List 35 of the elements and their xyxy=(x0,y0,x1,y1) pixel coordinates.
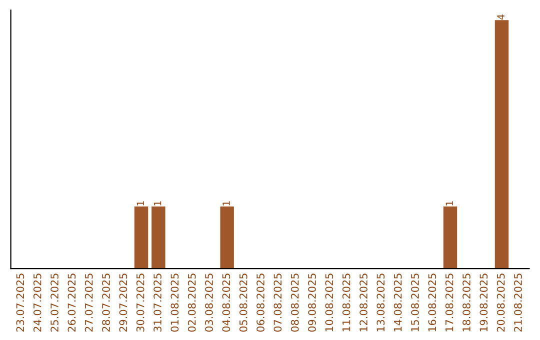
data-label: 1 xyxy=(154,201,162,206)
x-tick-label: 26.07.2025 xyxy=(68,274,76,332)
x-tick-label: 19.08.2025 xyxy=(480,274,488,332)
x-tick-label: 29.07.2025 xyxy=(119,274,128,332)
x-tick-label: 17.08.2025 xyxy=(445,274,454,332)
x-tick-label: 01.08.2025 xyxy=(170,274,179,332)
x-tick-label: 02.08.2025 xyxy=(188,274,196,332)
x-tick-label: 16.08.2025 xyxy=(428,274,436,332)
x-tick-label: 10.08.2025 xyxy=(325,274,334,332)
data-label: 1 xyxy=(222,201,230,206)
data-label: 1 xyxy=(446,201,453,206)
x-tick-label: 13.08.2025 xyxy=(376,274,385,332)
x-tick-label: 05.08.2025 xyxy=(239,274,248,332)
x-tick-label: 09.08.2025 xyxy=(308,274,316,332)
data-label: 1 xyxy=(136,201,144,206)
x-tick-label: 14.08.2025 xyxy=(394,274,402,332)
x-tick-label: 07.08.2025 xyxy=(274,274,282,332)
x-tick-label: 03.08.2025 xyxy=(205,274,213,332)
x-tick-label: 23.07.2025 xyxy=(16,274,24,332)
x-tick-label: 31.07.2025 xyxy=(154,274,162,332)
x-tick-label: 12.08.2025 xyxy=(360,274,368,332)
x-tick-label: 25.07.2025 xyxy=(50,274,58,332)
x-tick-label: 08.08.2025 xyxy=(290,274,299,332)
x-tick-label: 20.08.2025 xyxy=(496,274,505,332)
data-label: 4 xyxy=(497,14,504,20)
x-tick-label: 24.07.2025 xyxy=(33,274,42,332)
x-tick-label: 11.08.2025 xyxy=(342,274,350,332)
x-tick-label: 04.08.2025 xyxy=(222,274,230,332)
x-tick-label: 06.08.2025 xyxy=(256,274,264,332)
x-tick-label: 28.07.2025 xyxy=(102,274,110,332)
x-tick-label: 15.08.2025 xyxy=(411,274,419,332)
x-tick-label: 27.07.2025 xyxy=(84,274,93,332)
x-tick-label: 21.08.2025 xyxy=(514,274,522,332)
x-tick-label: 30.07.2025 xyxy=(136,274,144,332)
x-tick-label: 18.08.2025 xyxy=(462,274,470,332)
